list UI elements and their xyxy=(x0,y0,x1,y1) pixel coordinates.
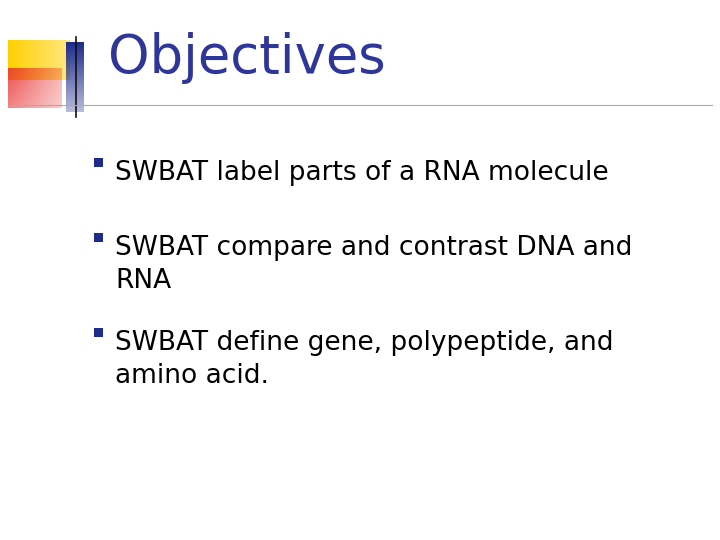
Text: SWBAT define gene, polypeptide, and
amino acid.: SWBAT define gene, polypeptide, and amin… xyxy=(115,330,613,389)
Text: SWBAT label parts of a RNA molecule: SWBAT label parts of a RNA molecule xyxy=(115,160,608,186)
FancyBboxPatch shape xyxy=(94,158,103,166)
FancyBboxPatch shape xyxy=(94,327,103,336)
Text: Objectives: Objectives xyxy=(108,32,386,84)
FancyBboxPatch shape xyxy=(94,233,103,241)
Text: SWBAT compare and contrast DNA and
RNA: SWBAT compare and contrast DNA and RNA xyxy=(115,235,632,294)
